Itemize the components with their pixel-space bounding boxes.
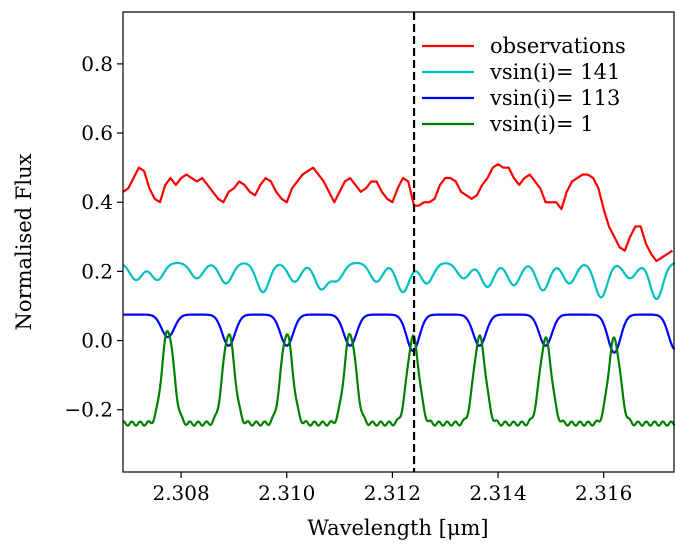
- y-tick-label: 0.6: [81, 121, 113, 145]
- series-line-vsin-i-141: [123, 261, 675, 301]
- y-tick-label: −0.2: [64, 398, 113, 422]
- x-tick-label: 2.312: [364, 481, 421, 505]
- axes-frame: [122, 11, 675, 473]
- y-tick-label: 0.4: [81, 190, 113, 214]
- y-tick-label: 0.8: [81, 52, 113, 76]
- plot-lines: [123, 163, 675, 427]
- y-axis-label: Normalised Flux: [12, 153, 36, 330]
- legend-label-observations: observations: [490, 34, 626, 58]
- x-axis-label: Wavelength [μm]: [307, 516, 488, 540]
- x-tick-label: 2.310: [258, 481, 315, 505]
- series-line-vsin-i-1: [123, 329, 675, 427]
- series-line-vsin-i-113: [123, 313, 675, 354]
- plot-frame: [122, 11, 675, 473]
- legend-label-vsin-i-141: vsin(i)= 141: [489, 60, 620, 84]
- axis-ticks: 2.308 2.310 2.312 2.314 2.316 −0.2 0.0 0.2 0.4 0.…: [64, 52, 632, 505]
- y-tick-label: 0.0: [81, 329, 113, 353]
- y-tick-label: 0.2: [81, 259, 113, 283]
- series-line-observations: [123, 163, 673, 263]
- legend-label-vsin-i-113: vsin(i)= 113: [489, 86, 620, 110]
- x-tick-label: 2.308: [152, 481, 209, 505]
- legend-label-vsin-i-1: vsin(i)= 1: [489, 112, 594, 136]
- x-tick-label: 2.314: [469, 481, 526, 505]
- x-tick-label: 2.316: [575, 481, 632, 505]
